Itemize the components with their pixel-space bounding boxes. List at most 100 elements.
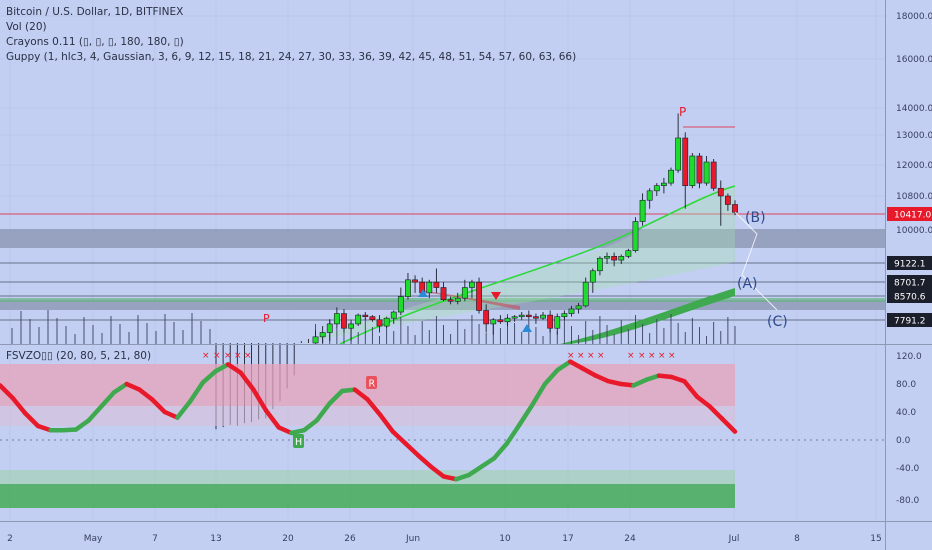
candle xyxy=(369,315,376,322)
candle xyxy=(525,310,532,319)
candle xyxy=(661,177,667,194)
oscillator-segment xyxy=(225,362,244,376)
candle-body xyxy=(497,319,504,323)
candle-body xyxy=(653,185,660,192)
price-tick-label: 10800.0 xyxy=(896,192,932,202)
candle xyxy=(341,308,347,333)
candle xyxy=(454,292,461,305)
oscillator-segment xyxy=(137,387,155,402)
candle xyxy=(611,252,618,267)
candle xyxy=(582,277,589,308)
level-badge: 7791.2 xyxy=(887,313,932,327)
oscillator-segment xyxy=(593,373,611,384)
badge-box xyxy=(887,313,932,327)
candle-body xyxy=(554,316,561,329)
candle-body xyxy=(540,314,546,319)
price-tick-label: 14000.0 xyxy=(896,104,932,114)
oscillator-segment xyxy=(111,381,129,395)
candle xyxy=(397,287,404,316)
oscillator-segment xyxy=(352,387,370,402)
candle xyxy=(511,315,518,322)
resistance-band xyxy=(0,229,885,248)
oscillator-segment xyxy=(263,408,282,430)
time-tick-label: 20 xyxy=(282,534,294,544)
candle-body xyxy=(682,137,689,186)
candle-body xyxy=(447,299,454,302)
badge-box xyxy=(887,289,932,303)
oscillator-segment xyxy=(162,409,180,420)
price-tick-label: 16000.0 xyxy=(896,55,932,65)
oscillator-segment xyxy=(529,381,548,408)
time-tick-label: 15 xyxy=(870,534,881,544)
oscillator-segment xyxy=(301,418,320,433)
candle-body xyxy=(405,279,411,297)
candle xyxy=(703,156,710,186)
oscillator-segment xyxy=(428,464,446,479)
candle-body xyxy=(675,137,682,171)
time-tick-label: 2 xyxy=(7,534,13,544)
candle-body xyxy=(696,155,703,184)
candle-body xyxy=(518,314,525,317)
candle xyxy=(575,302,582,314)
badge-box xyxy=(887,256,932,270)
candle-body xyxy=(547,314,554,329)
time-tick-label: 7 xyxy=(152,534,158,544)
cross-marker: × xyxy=(224,351,232,361)
candle xyxy=(533,313,539,324)
wave-label-a: (A) xyxy=(737,276,758,292)
candle-body xyxy=(611,256,618,261)
candle-body xyxy=(639,199,646,222)
badge-label: 8570.6 xyxy=(894,293,926,303)
candle-body xyxy=(589,270,596,283)
candle-body xyxy=(525,314,532,317)
oscillator-segment xyxy=(403,441,421,458)
candle-body xyxy=(668,169,674,184)
badge-label: 9122.1 xyxy=(894,260,926,270)
candle-body xyxy=(625,250,632,257)
candle-body xyxy=(312,336,319,344)
osc-tick-label: -40.0 xyxy=(896,464,920,474)
price-axis: 18000.0 16000.0 14000.0 13000.0 12000.0 10800… xyxy=(896,12,932,236)
time-tick-label: 10 xyxy=(499,534,511,544)
candle xyxy=(476,277,482,314)
legend-vol: Vol (20) xyxy=(6,21,47,33)
candle-body xyxy=(326,323,333,333)
level-badge: 9122.1 xyxy=(887,256,932,270)
candle xyxy=(376,315,383,333)
candle xyxy=(682,132,689,209)
price-tick-label: 18000.0 xyxy=(896,12,932,22)
candle xyxy=(675,113,682,173)
osc-tick-label: 120.0 xyxy=(896,352,922,362)
oscillator-segment xyxy=(504,422,522,446)
oscillator-segment xyxy=(149,397,167,415)
candle-body xyxy=(469,281,475,288)
grid xyxy=(0,0,885,521)
oscillator-segment xyxy=(213,362,231,374)
candle-body xyxy=(710,161,717,189)
candle-body xyxy=(661,182,667,186)
candle-body xyxy=(568,308,575,314)
candle-body xyxy=(426,281,433,294)
oscillator-segment xyxy=(568,359,586,371)
candle xyxy=(696,153,703,189)
candle xyxy=(554,313,561,335)
oscillator-segment xyxy=(390,429,408,446)
oscillator-segment xyxy=(327,388,345,406)
cross-marker: × xyxy=(648,351,656,361)
oscillator-segment xyxy=(720,416,738,434)
time-tick-label: Jul xyxy=(728,534,740,544)
candle-body xyxy=(533,316,539,319)
guppy-fill xyxy=(300,185,735,344)
candle-body xyxy=(561,313,568,317)
candle xyxy=(333,307,340,329)
oscillator-segment xyxy=(23,411,41,429)
time-tick-label: 17 xyxy=(562,534,573,544)
candle xyxy=(426,279,433,299)
candle-body xyxy=(703,161,710,184)
candle-body xyxy=(341,313,347,329)
osc-overbought-crosses: × × × × × × × × × × × × × × xyxy=(202,351,676,361)
price-badges: 10417.0 9122.1 8701.7 8570.6 7791.2 xyxy=(887,207,932,327)
oscillator-segment xyxy=(580,366,598,378)
candle-body xyxy=(319,332,326,338)
